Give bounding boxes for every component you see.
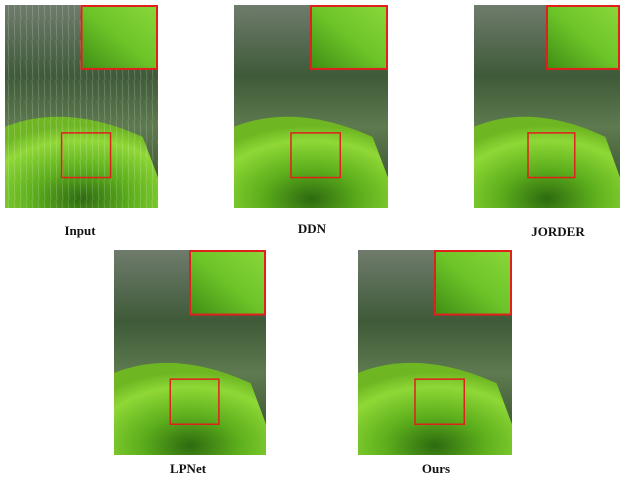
zoom-inset: [190, 251, 265, 315]
zoom-inset: [547, 6, 619, 69]
panel-label: Input: [64, 223, 96, 238]
panel-label: DDN: [298, 221, 327, 236]
comparison-panel: JORDER: [474, 5, 620, 239]
figure: Input DDN JORDER LPNet Ours: [0, 0, 620, 484]
zoom-inset: [311, 6, 387, 69]
zoom-inset: [435, 251, 511, 315]
panel-label: JORDER: [531, 224, 585, 239]
panel-label: Ours: [422, 461, 450, 476]
comparison-panel: Input: [5, 5, 158, 238]
comparison-panel: Ours: [358, 250, 512, 476]
panel-label: LPNet: [170, 461, 207, 476]
comparison-panel: DDN: [234, 5, 388, 236]
zoom-inset: [82, 6, 158, 69]
comparison-panel: LPNet: [114, 250, 266, 476]
